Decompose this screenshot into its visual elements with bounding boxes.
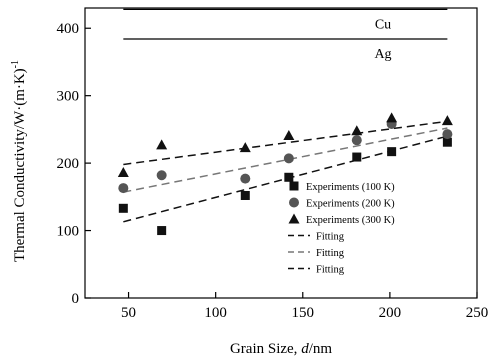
legend-label: Experiments (300 K) [306,215,395,226]
data-point [351,125,363,136]
data-point [284,172,294,182]
fit-line [123,127,448,193]
data-point [387,147,397,157]
data-point [156,170,167,181]
reference-label: Ag [374,47,391,62]
x-axis-label: Grain Size, d/nm [230,341,332,357]
x-tick-label: 100 [204,305,227,321]
data-point [118,203,128,213]
plot-frame [84,7,478,299]
y-axis-label: Thermal Conductivity/W·(m·K)-1 [10,60,28,262]
y-tick-label: 100 [57,224,80,240]
legend-marker [289,181,299,191]
x-tick-label: 50 [121,305,136,321]
y-tick-label: 200 [57,156,80,172]
x-tick-label: 200 [379,305,402,321]
legend-label: Experiments (100 K) [306,182,395,193]
data-point [240,173,251,184]
data-point [156,139,168,150]
data-point [386,112,398,123]
data-point [442,129,453,140]
axes: 50 100 150 200 250 0 100 200 300 400 [57,21,489,321]
data-point [239,142,251,153]
fit-line [123,120,448,166]
data-point [117,167,129,178]
x-axis-label-unit: /nm [309,341,333,357]
y-tick-label: 400 [57,21,80,37]
legend-label: Fitting [316,232,345,243]
legend-marker [289,197,299,208]
data-points [117,112,453,236]
data-point [283,153,294,164]
y-axis-label-text: Thermal Conductivity/W·(m·K) [12,68,28,262]
data-point [351,135,362,146]
data-point [283,129,295,140]
y-tick-label: 0 [72,291,80,307]
reference-lines: Cu Ag [123,8,448,62]
x-tick-label: 150 [292,305,315,321]
legend-marker [288,213,300,224]
data-point [118,183,129,194]
data-point [441,115,453,126]
reference-label: Cu [375,17,391,32]
legend: Experiments (100 K) Experiments (200 K) Ex… [288,181,395,276]
data-point [157,226,167,236]
x-tick-label: 250 [466,305,489,321]
legend-label: Fitting [316,248,345,259]
legend-label: Experiments (200 K) [306,199,395,210]
x-axis-label-var: d [301,341,309,357]
data-point [352,152,362,162]
data-point [240,190,250,200]
x-axis-label-text: Grain Size, [230,341,301,357]
y-tick-label: 300 [57,89,80,105]
legend-label: Fitting [316,265,345,276]
y-axis-label-sup: -1 [10,60,21,68]
data-point [442,137,452,147]
